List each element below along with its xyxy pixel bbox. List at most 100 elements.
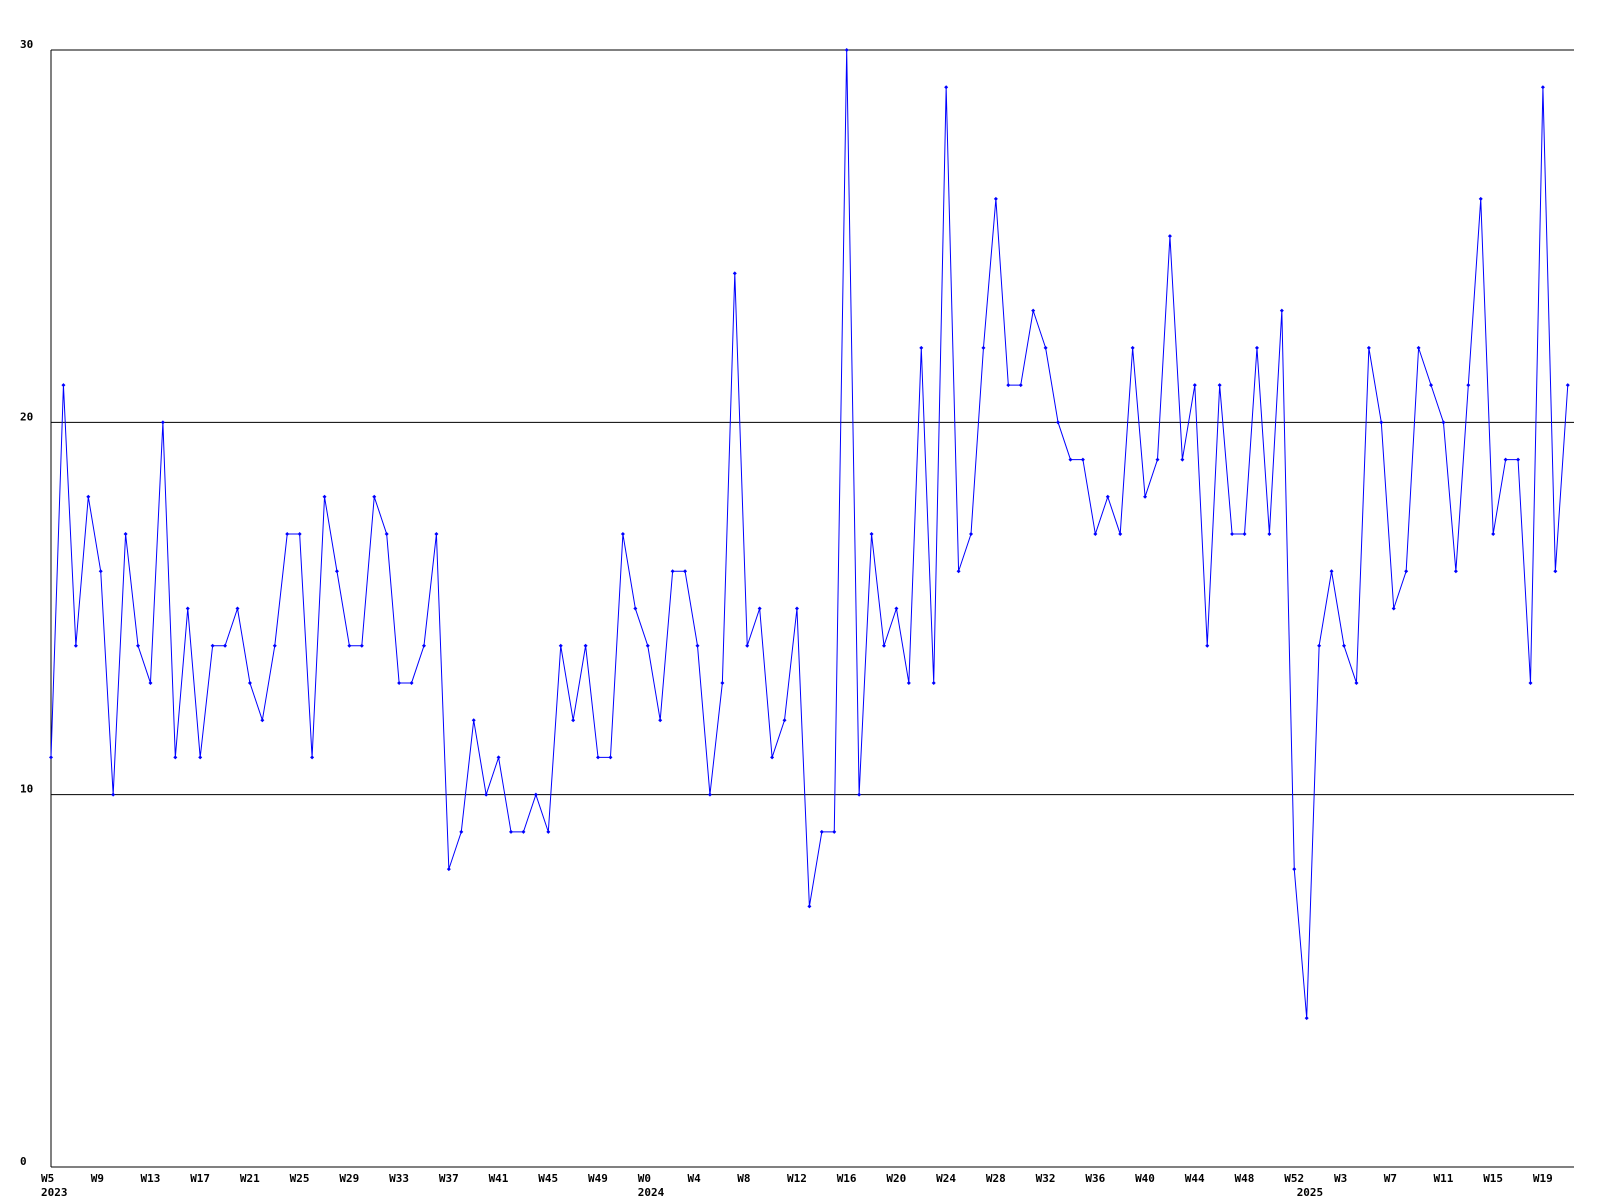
data-point	[1341, 643, 1346, 648]
year-label: 2024	[638, 1186, 665, 1199]
data-point	[297, 532, 302, 537]
data-point	[1180, 457, 1185, 462]
data-point	[160, 420, 165, 425]
data-point	[732, 271, 737, 276]
data-point	[1317, 643, 1322, 648]
x-tick-label: W17	[190, 1172, 210, 1185]
data-point	[1466, 383, 1471, 388]
data-point	[1366, 345, 1371, 350]
data-point	[881, 643, 886, 648]
data-point	[1304, 1016, 1309, 1021]
data-point	[446, 867, 451, 872]
data-point	[310, 755, 315, 760]
x-tick-label: W8	[737, 1172, 750, 1185]
data-point	[583, 643, 588, 648]
data-point	[707, 792, 712, 797]
data-point	[471, 718, 476, 723]
x-tick-label: W48	[1235, 1172, 1255, 1185]
x-tick-label: W16	[837, 1172, 857, 1185]
data-point	[546, 829, 551, 834]
x-tick-label: W4	[687, 1172, 701, 1185]
data-point	[434, 532, 439, 537]
data-point	[409, 680, 414, 685]
data-point	[1143, 494, 1148, 499]
year-label: 2023	[41, 1186, 68, 1199]
data-point	[794, 606, 799, 611]
data-point	[857, 792, 862, 797]
data-point	[272, 643, 277, 648]
data-point	[1080, 457, 1085, 462]
data-point	[683, 569, 688, 574]
data-point	[421, 643, 426, 648]
data-point	[397, 680, 402, 685]
data-point	[757, 606, 762, 611]
data-point	[1478, 196, 1483, 201]
data-point	[198, 755, 203, 760]
data-point	[384, 532, 389, 537]
data-point	[1043, 345, 1048, 350]
data-point	[1292, 867, 1297, 872]
x-tick-label: W52	[1284, 1172, 1304, 1185]
data-point	[819, 829, 824, 834]
year-label: 2025	[1297, 1186, 1324, 1199]
data-point	[111, 792, 116, 797]
data-point	[807, 904, 812, 909]
data-point	[173, 755, 178, 760]
x-tick-label: W33	[389, 1172, 409, 1185]
data-point	[1516, 457, 1521, 462]
data-point	[1205, 643, 1210, 648]
data-point	[1429, 383, 1434, 388]
data-point	[1279, 308, 1284, 313]
data-point	[844, 48, 849, 52]
data-line	[50, 49, 1569, 1019]
data-point	[359, 643, 364, 648]
data-point	[869, 532, 874, 537]
y-tick-label: 10	[20, 783, 33, 796]
data-point	[1118, 532, 1123, 537]
data-point	[1441, 420, 1446, 425]
data-point	[1379, 420, 1384, 425]
data-point	[185, 606, 190, 611]
data-point	[919, 345, 924, 350]
x-tick-label: W19	[1533, 1172, 1553, 1185]
data-point	[1018, 383, 1023, 388]
data-point	[247, 680, 252, 685]
x-tick-label: W32	[1036, 1172, 1056, 1185]
data-point	[1105, 494, 1110, 499]
data-point	[260, 718, 265, 723]
data-point	[1453, 569, 1458, 574]
data-point	[981, 345, 986, 350]
data-point	[533, 792, 538, 797]
data-point	[98, 569, 103, 574]
x-tick-label: W44	[1185, 1172, 1205, 1185]
data-point	[770, 755, 775, 760]
data-point	[509, 829, 514, 834]
data-point	[1503, 457, 1508, 462]
x-tick-label: W45	[538, 1172, 558, 1185]
data-point	[1006, 383, 1011, 388]
data-point	[1553, 569, 1558, 574]
x-tick-label: W11	[1433, 1172, 1453, 1185]
data-point	[210, 643, 215, 648]
x-tick-label: W40	[1135, 1172, 1155, 1185]
data-point	[1093, 532, 1098, 537]
data-point	[347, 643, 352, 648]
data-point	[322, 494, 327, 499]
data-point	[1230, 532, 1235, 537]
data-point	[608, 755, 613, 760]
data-point	[645, 643, 650, 648]
data-point	[906, 680, 911, 685]
data-point	[782, 718, 787, 723]
data-point	[1329, 569, 1334, 574]
data-point	[1391, 606, 1396, 611]
data-point	[620, 532, 625, 537]
data-point	[571, 718, 576, 723]
x-tick-label: W7	[1384, 1172, 1397, 1185]
x-tick-label: W12	[787, 1172, 807, 1185]
data-point	[61, 383, 66, 388]
data-point	[148, 680, 153, 685]
data-point	[1130, 345, 1135, 350]
data-point	[73, 643, 78, 648]
data-point	[49, 755, 53, 760]
